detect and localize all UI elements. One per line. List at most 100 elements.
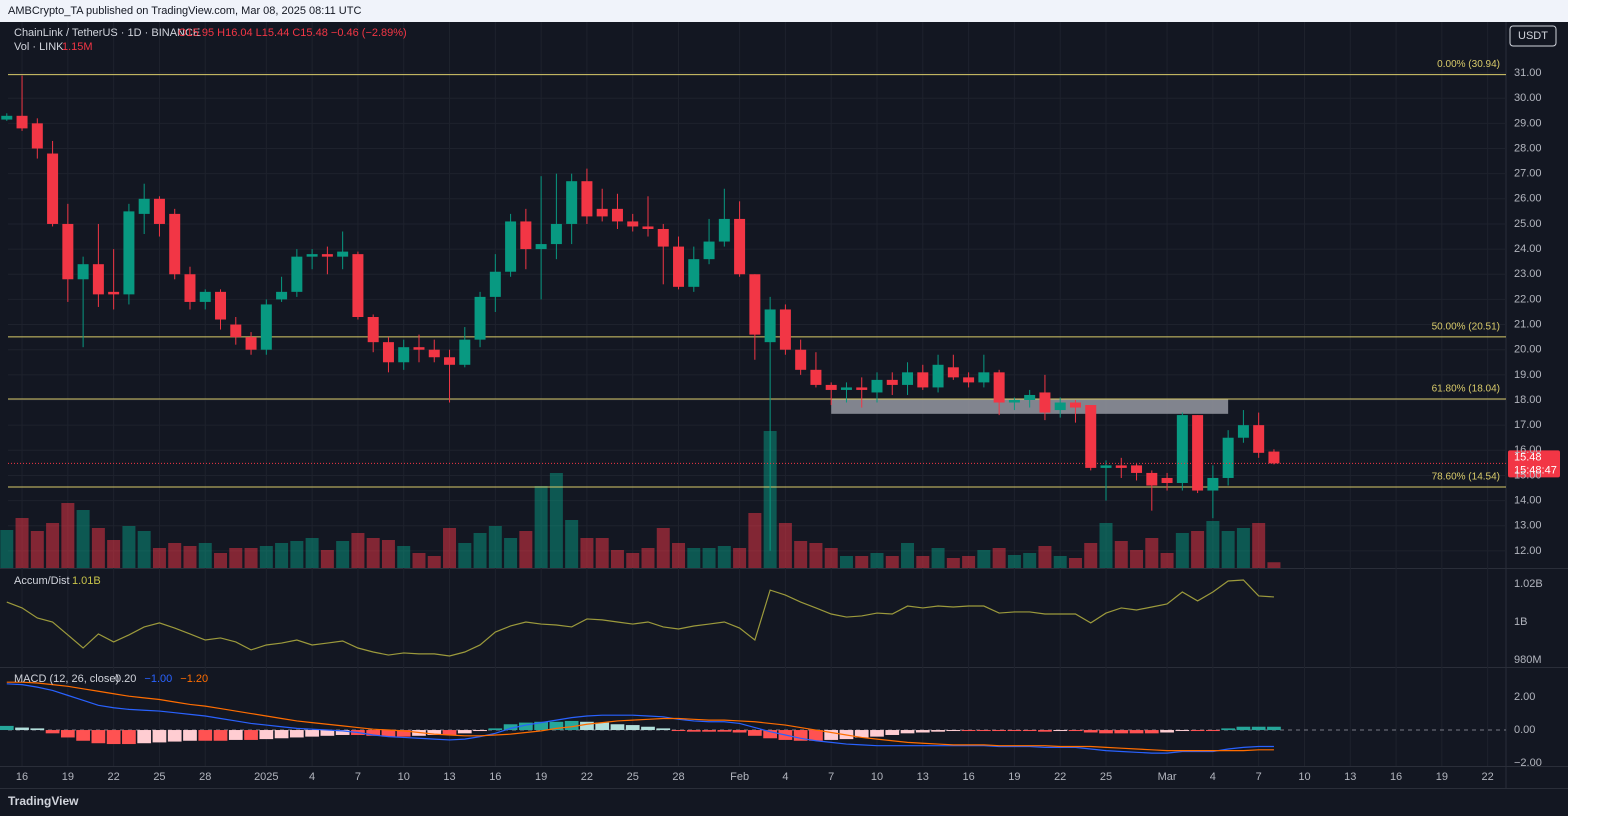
countdown: 15:48:47 bbox=[1514, 464, 1557, 476]
macd-histogram-bar bbox=[747, 730, 762, 736]
volume-bar bbox=[183, 546, 197, 568]
macd-histogram-bar bbox=[1251, 726, 1266, 731]
volume-bar bbox=[1038, 546, 1052, 568]
volume-bar bbox=[1191, 531, 1205, 568]
candle-body bbox=[382, 342, 394, 363]
macd-histogram-bar bbox=[1129, 730, 1144, 734]
ad-line bbox=[6, 579, 1274, 657]
macd-histogram-bar bbox=[961, 730, 976, 732]
macd-histogram-bar bbox=[518, 722, 533, 731]
y-tick-label: 27.00 bbox=[1514, 168, 1542, 180]
candle-body bbox=[352, 254, 364, 318]
candle-body bbox=[795, 349, 807, 370]
y-tick-label: 29.00 bbox=[1514, 117, 1542, 129]
macd-histogram-bar bbox=[671, 730, 686, 732]
symbol-title: ChainLink / TetherUS · 1D · BINANCE bbox=[14, 27, 200, 39]
candle-body bbox=[978, 372, 990, 383]
candle-body bbox=[230, 324, 242, 338]
volume-bar bbox=[320, 550, 334, 568]
y-tick-label: 1.02B bbox=[1514, 578, 1543, 590]
volume-bar bbox=[1206, 521, 1220, 568]
volume-value: 1.15M bbox=[62, 41, 93, 53]
volume-bar bbox=[580, 538, 594, 568]
volume-bar bbox=[214, 553, 228, 568]
macd-histogram-bar bbox=[244, 730, 258, 740]
volume-bar bbox=[1236, 528, 1250, 568]
volume-bar bbox=[244, 548, 258, 568]
macd-histogram-bar bbox=[1083, 730, 1098, 733]
macd-histogram-bar bbox=[580, 721, 594, 731]
fib-label: 0.00% (30.94) bbox=[1437, 59, 1500, 70]
volume-bar bbox=[672, 543, 686, 568]
macd-histogram-bar bbox=[473, 730, 487, 732]
volume-bar bbox=[992, 548, 1006, 568]
candle-body bbox=[337, 251, 349, 257]
candle-body bbox=[642, 226, 654, 229]
volume-bar bbox=[1053, 556, 1067, 568]
x-tick-label: 22 bbox=[1054, 771, 1066, 783]
volume-bar bbox=[778, 523, 792, 568]
volume-bar bbox=[855, 556, 869, 568]
candle-body bbox=[444, 357, 456, 365]
y-tick-label: 1B bbox=[1514, 616, 1527, 628]
candle-body bbox=[947, 367, 959, 378]
currency-box[interactable] bbox=[1509, 25, 1557, 47]
volume-bar bbox=[1068, 558, 1082, 568]
volume-bar bbox=[137, 531, 151, 568]
legend: ChainLink / TetherUS · 1D · BINANCE O15.… bbox=[14, 27, 407, 685]
volume-bar bbox=[870, 553, 884, 568]
candle-body bbox=[474, 296, 486, 340]
volume-title: Vol · LINK bbox=[14, 41, 64, 53]
candle-body bbox=[138, 198, 150, 214]
x-tick-label: 7 bbox=[355, 771, 361, 783]
candle-body bbox=[1146, 472, 1158, 486]
candle-body bbox=[535, 244, 547, 250]
candle-body bbox=[16, 115, 28, 129]
volume-bar bbox=[366, 538, 380, 568]
volume-bar bbox=[641, 548, 655, 568]
axes: 16 19 22 25 28 2025 4 7 10 13 16 19 22 25 28 Feb 4 7 10 13 1… bbox=[16, 67, 1557, 783]
y-tick-label: 14.00 bbox=[1514, 495, 1542, 507]
y-tick-label: −2.00 bbox=[1514, 757, 1542, 769]
macd-histogram-bar bbox=[717, 730, 732, 732]
macd-histogram-bar bbox=[45, 730, 60, 734]
macd-histogram-bar bbox=[488, 728, 503, 731]
candle-body bbox=[840, 387, 852, 390]
macd-histogram-bar bbox=[1160, 730, 1174, 733]
macd-histogram-bar bbox=[91, 730, 106, 744]
macd-histogram-bar bbox=[564, 720, 579, 731]
candle-body bbox=[611, 208, 623, 222]
volume-bar bbox=[488, 526, 502, 568]
macd-histogram-bar bbox=[885, 730, 900, 735]
y-tick-label: 18.00 bbox=[1514, 394, 1542, 406]
y-tick-label: 23.00 bbox=[1514, 268, 1542, 280]
y-tick-label: 31.00 bbox=[1514, 67, 1542, 79]
x-tick-label: 4 bbox=[782, 771, 788, 783]
candle-body bbox=[62, 223, 74, 280]
candle-body bbox=[810, 369, 822, 385]
macd-histogram-bar bbox=[534, 721, 548, 731]
publisher-bar bbox=[0, 0, 1568, 22]
x-tick-label: 2025 bbox=[254, 771, 278, 783]
macd-histogram-bar bbox=[1267, 726, 1281, 731]
macd-histogram-bar bbox=[610, 724, 625, 731]
chart-background bbox=[0, 22, 1568, 816]
volume-bar bbox=[152, 548, 166, 568]
volume-bar bbox=[290, 541, 304, 568]
chart: AMBCrypto_TA published on TradingView.co… bbox=[0, 0, 1568, 816]
y-tick-label: 19.00 bbox=[1514, 369, 1542, 381]
candle-body bbox=[581, 181, 593, 217]
candle-body bbox=[749, 274, 761, 335]
macd-histogram-bar bbox=[60, 730, 75, 738]
macd-histogram-bar bbox=[366, 730, 381, 736]
x-tick-label: 7 bbox=[828, 771, 834, 783]
candle-body bbox=[260, 304, 272, 350]
macd-histogram-bar bbox=[0, 725, 14, 731]
candle-body bbox=[627, 221, 639, 227]
macd-histogram-bar bbox=[198, 730, 213, 741]
volume-bar bbox=[61, 503, 75, 568]
volume-bar bbox=[351, 533, 365, 568]
fib-label: 61.80% (18.04) bbox=[1432, 384, 1500, 395]
candle-body bbox=[108, 291, 120, 295]
fib-label: 78.60% (14.54) bbox=[1432, 472, 1500, 483]
